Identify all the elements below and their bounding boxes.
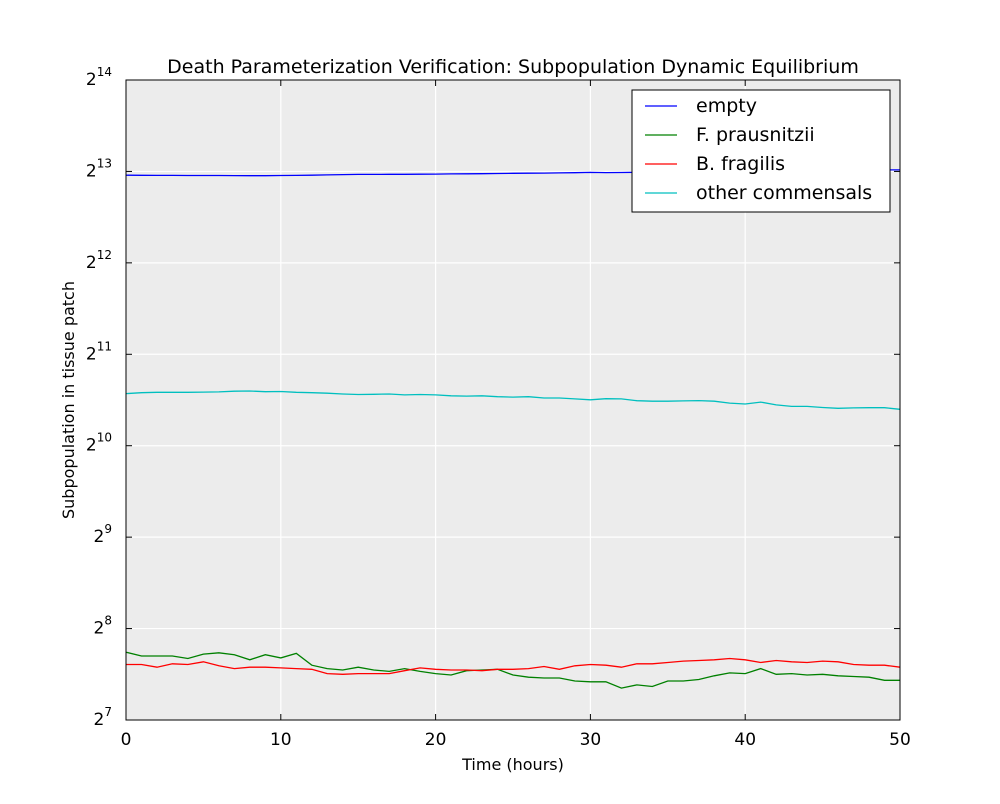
x-axis-label: Time (hours)	[461, 755, 564, 774]
legend-label: F. prausnitzii	[696, 124, 815, 146]
y-tick-exponent: 10	[97, 431, 112, 445]
y-tick-label: 28	[94, 614, 112, 639]
y-tick-base: 2	[94, 619, 105, 639]
y-tick-exponent: 7	[104, 705, 112, 719]
y-tick-label: 211	[86, 339, 112, 364]
y-tick-base: 2	[86, 344, 97, 364]
series-line-f-prausnitzii	[125, 651, 900, 689]
y-tick-base: 2	[86, 253, 97, 273]
legend-label: empty	[696, 95, 757, 117]
x-tick-label: 30	[580, 730, 602, 750]
y-tick-label: 210	[86, 431, 112, 456]
y-tick-base: 2	[94, 710, 105, 730]
legend-box	[631, 89, 891, 213]
y-tick-label: 212	[86, 248, 112, 273]
x-tick-label: 40	[734, 730, 756, 750]
legend-label: other commensals	[696, 182, 872, 204]
axis-ticks	[125, 79, 901, 721]
series-line-other-commensals	[125, 390, 901, 410]
legend-label: B. fragilis	[696, 153, 785, 175]
y-tick-label: 214	[86, 65, 112, 90]
y-tick-exponent: 11	[97, 339, 112, 353]
y-axis-label: Subpopulation in tissue patch	[59, 281, 78, 519]
chart-title: Death Parameterization Verification: Sub…	[167, 56, 859, 78]
plot-frame	[125, 79, 901, 721]
y-tick-label: 213	[86, 156, 112, 181]
series-line-b-fragilis	[126, 657, 901, 675]
y-tick-exponent: 14	[97, 65, 112, 79]
x-tick-label: 0	[121, 730, 132, 750]
y-tick-base: 2	[86, 161, 97, 181]
x-tick-label: 10	[270, 730, 292, 750]
y-tick-exponent: 9	[104, 522, 112, 536]
x-tick-label: 50	[889, 730, 911, 750]
y-tick-base: 2	[94, 527, 105, 547]
y-tick-base: 2	[86, 436, 97, 456]
y-tick-base: 2	[86, 70, 97, 90]
x-tick-labels: 0 10 20 30 40 50	[121, 730, 911, 750]
y-tick-exponent: 8	[104, 614, 112, 628]
legend: empty F. prausnitzii B. fragilis other comm…	[631, 89, 891, 213]
y-tick-label: 29	[94, 522, 112, 547]
y-tick-exponent: 13	[97, 156, 112, 170]
y-tick-label: 27	[94, 705, 112, 730]
y-tick-exponent: 12	[97, 248, 112, 262]
x-tick-label: 20	[425, 730, 447, 750]
